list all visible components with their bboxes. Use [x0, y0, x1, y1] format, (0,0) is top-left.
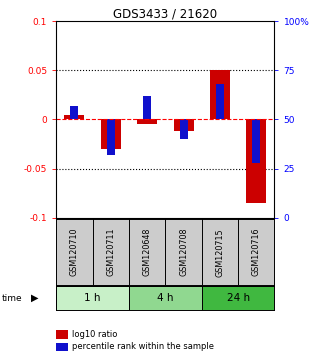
Bar: [179, 119, 187, 139]
Bar: [210, 70, 230, 119]
Bar: [202, 286, 274, 310]
Bar: [101, 119, 121, 149]
Bar: [246, 119, 266, 203]
Bar: [56, 286, 129, 310]
Bar: [143, 96, 151, 119]
Title: GDS3433 / 21620: GDS3433 / 21620: [113, 7, 217, 20]
Bar: [70, 106, 78, 119]
Bar: [137, 119, 157, 124]
Text: 4 h: 4 h: [157, 293, 174, 303]
Bar: [107, 119, 115, 155]
Text: GSM120716: GSM120716: [252, 228, 261, 276]
Bar: [216, 84, 224, 119]
Text: GSM120648: GSM120648: [143, 228, 152, 276]
Text: GSM120715: GSM120715: [215, 228, 224, 276]
Bar: [64, 115, 84, 119]
Bar: [173, 119, 194, 131]
Text: GSM120710: GSM120710: [70, 228, 79, 276]
Text: ▶: ▶: [30, 293, 38, 303]
Text: log10 ratio: log10 ratio: [72, 330, 117, 339]
Text: percentile rank within the sample: percentile rank within the sample: [72, 342, 214, 352]
Bar: [129, 286, 202, 310]
Text: time: time: [2, 293, 22, 303]
Text: GSM120711: GSM120711: [106, 228, 115, 276]
Text: GSM120708: GSM120708: [179, 228, 188, 276]
Text: 24 h: 24 h: [227, 293, 250, 303]
Bar: [252, 119, 260, 163]
Text: 1 h: 1 h: [84, 293, 101, 303]
